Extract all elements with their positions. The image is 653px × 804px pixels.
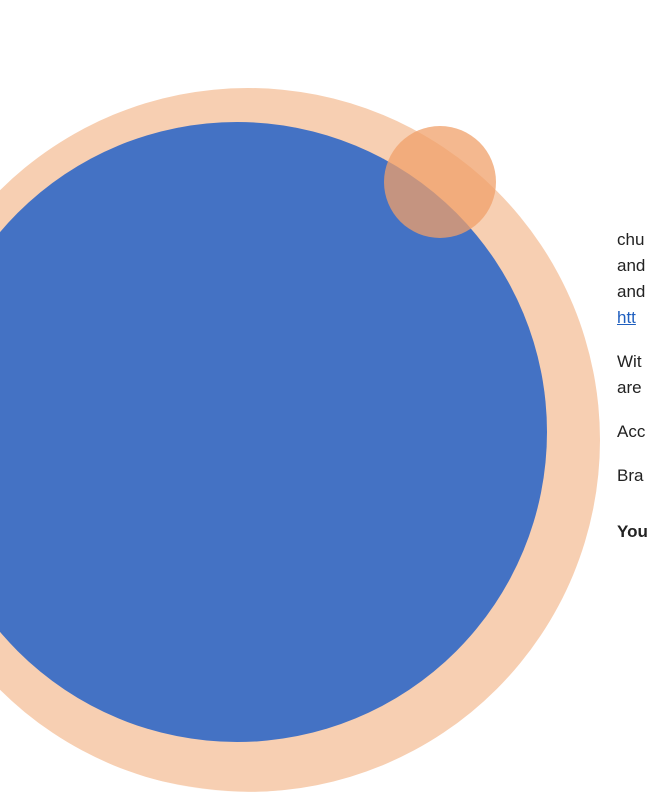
- brush-stroke: [559, 179, 601, 301]
- orange-dot: [384, 126, 496, 238]
- text-line: Wit: [617, 352, 642, 371]
- text-line: Bra: [617, 466, 644, 485]
- text-line: Acc: [617, 422, 646, 441]
- text-line: and: [617, 282, 646, 301]
- text-line: You: [617, 522, 648, 541]
- link[interactable]: htt: [617, 308, 636, 327]
- brush-stroke: [149, 778, 301, 795]
- text-line: chu: [617, 230, 645, 249]
- brush-stroke: [0, 108, 121, 183]
- blue-circle: [0, 122, 547, 742]
- text-line: and: [617, 256, 646, 275]
- text-line: are: [617, 378, 642, 397]
